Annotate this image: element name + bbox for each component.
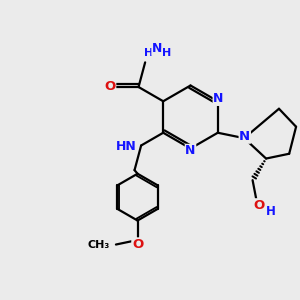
Text: H: H [143, 48, 153, 59]
Text: O: O [104, 80, 116, 94]
Text: N: N [152, 42, 162, 56]
Text: HN: HN [116, 140, 136, 153]
Text: N: N [185, 144, 196, 158]
Text: H: H [266, 205, 275, 218]
Text: N: N [213, 92, 224, 105]
Text: CH₃: CH₃ [87, 239, 109, 250]
Text: O: O [132, 238, 143, 251]
Text: H: H [162, 48, 171, 59]
Text: O: O [254, 199, 265, 212]
Text: N: N [239, 130, 250, 143]
